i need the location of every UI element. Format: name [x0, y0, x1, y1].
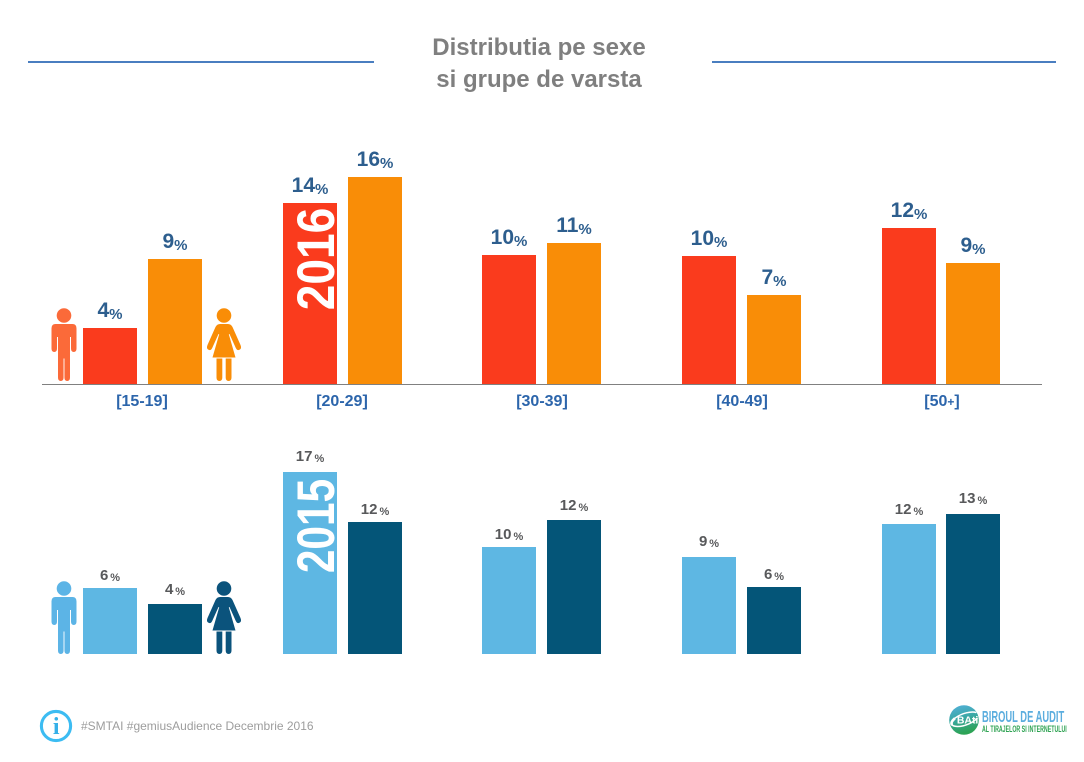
svg-text:i: i — [53, 714, 60, 740]
svg-text:BAti: BAti — [957, 715, 979, 727]
